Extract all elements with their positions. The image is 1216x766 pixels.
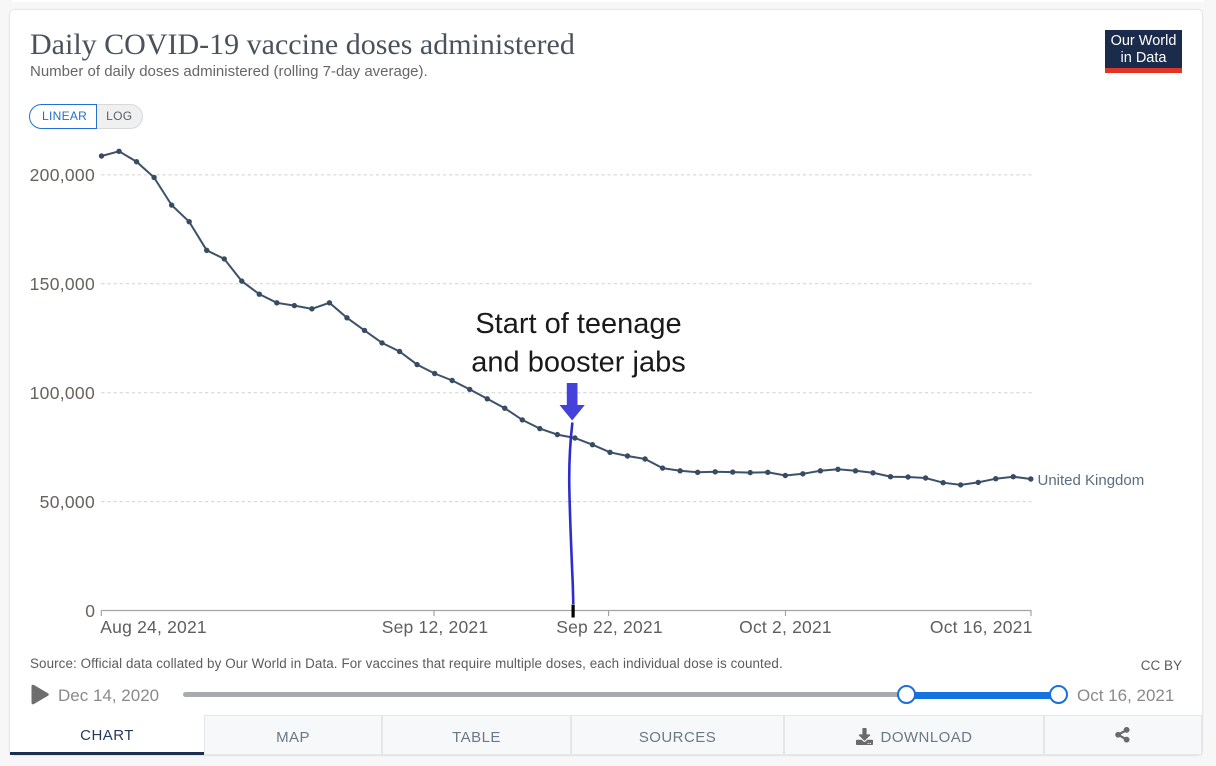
svg-text:50,000: 50,000 xyxy=(40,492,95,512)
svg-text:Sep 22, 2021: Sep 22, 2021 xyxy=(556,617,663,637)
svg-text:150,000: 150,000 xyxy=(30,274,95,294)
svg-text:Start of teenage: Start of teenage xyxy=(475,308,681,340)
svg-text:100,000: 100,000 xyxy=(30,383,95,403)
svg-text:200,000: 200,000 xyxy=(30,165,95,185)
svg-text:and booster jabs: and booster jabs xyxy=(471,347,685,379)
svg-text:Aug 24, 2021: Aug 24, 2021 xyxy=(100,617,207,637)
svg-text:Sep 12, 2021: Sep 12, 2021 xyxy=(382,617,489,637)
svg-text:0: 0 xyxy=(85,601,95,621)
svg-text:Oct 2, 2021: Oct 2, 2021 xyxy=(739,617,832,637)
svg-text:Oct 16, 2021: Oct 16, 2021 xyxy=(930,617,1033,637)
svg-text:United Kingdom: United Kingdom xyxy=(1038,472,1145,489)
